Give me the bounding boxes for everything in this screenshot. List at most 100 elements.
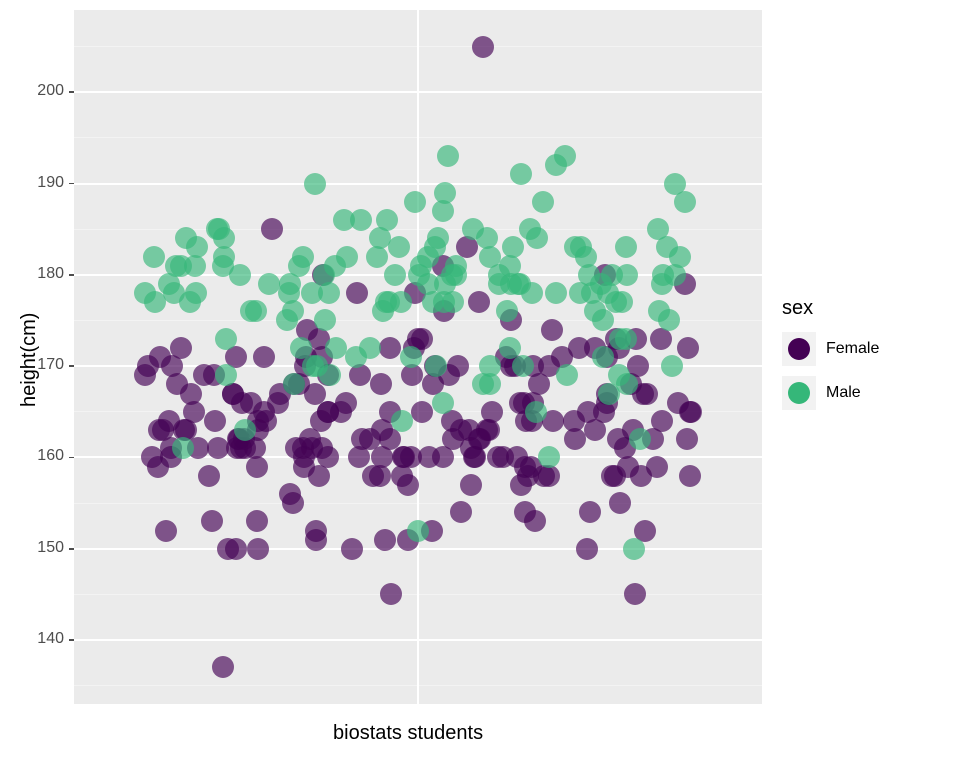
data-point [623,538,645,560]
data-point [319,364,341,386]
data-point [604,465,626,487]
y-tick-label: 160 [37,447,64,465]
data-point [564,428,586,450]
data-point [679,465,701,487]
legend-label: Female [826,340,879,358]
data-point [512,355,534,377]
data-point [212,656,234,678]
y-tick-label: 150 [37,539,64,557]
data-point [397,474,419,496]
x-axis-title: biostats students [333,722,483,745]
data-point [213,246,235,268]
data-point [677,337,699,359]
data-point [374,529,396,551]
data-point [592,346,614,368]
data-point [605,291,627,313]
data-point [305,529,327,551]
data-point [578,264,600,286]
data-point [288,255,310,277]
data-point [460,474,482,496]
data-point [496,300,518,322]
data-point [246,456,268,478]
data-point [234,419,256,441]
y-tick [69,274,74,276]
data-point [472,36,494,58]
data-point [217,538,239,560]
data-point [253,401,275,423]
data-point [609,328,631,350]
data-point [380,583,402,605]
data-point [379,337,401,359]
data-point [445,255,467,277]
data-point [525,401,547,423]
data-point [554,145,576,167]
data-point [432,446,454,468]
data-point [476,227,498,249]
data-point [545,282,567,304]
data-point [170,337,192,359]
chart-figure: height(cm) biostats students sex FemaleM… [0,0,960,768]
data-point [481,401,503,423]
data-point [411,401,433,423]
legend-key [782,332,816,366]
data-point [658,309,680,331]
legend-label: Male [826,384,861,402]
data-point [141,446,163,468]
data-point [541,319,563,341]
data-point [371,419,393,441]
data-point [524,510,546,532]
data-point [468,291,490,313]
data-point [206,218,228,240]
data-point [359,337,381,359]
y-tick-label: 170 [37,356,64,374]
data-point [388,236,410,258]
data-point [404,191,426,213]
data-point [276,309,298,331]
data-point [229,264,251,286]
legend-dot-icon [788,338,810,360]
data-point [615,236,637,258]
data-point [407,520,429,542]
data-point [584,419,606,441]
data-point [400,346,422,368]
data-point [317,446,339,468]
data-point [492,446,514,468]
data-point [283,373,305,395]
data-point [391,410,413,432]
data-point [245,300,267,322]
data-point [143,246,165,268]
data-point [163,282,185,304]
data-point [624,583,646,605]
data-point [464,446,486,468]
y-tick [69,457,74,459]
data-point [519,218,541,240]
data-point [346,282,368,304]
data-point [667,392,689,414]
data-point [579,501,601,523]
data-point [246,510,268,532]
data-point [629,428,651,450]
data-point [502,236,524,258]
data-point [369,227,391,249]
data-point [184,255,206,277]
data-point [556,364,578,386]
data-point [336,246,358,268]
data-point [215,328,237,350]
data-point [137,355,159,377]
data-point [509,273,531,295]
data-point [278,282,300,304]
data-point [447,355,469,377]
data-point [144,291,166,313]
data-point [510,163,532,185]
data-point [317,401,339,423]
data-point [616,264,638,286]
data-point [370,373,392,395]
legend: sex FemaleMale [782,297,879,420]
data-point [204,410,226,432]
y-tick-label: 180 [37,265,64,283]
data-point [341,538,363,560]
data-point [350,209,372,231]
y-tick-label: 190 [37,174,64,192]
data-point [422,291,444,313]
data-point [372,300,394,322]
